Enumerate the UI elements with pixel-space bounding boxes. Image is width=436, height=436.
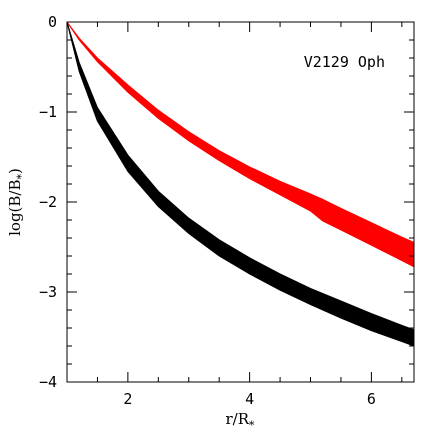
x-axis-label: r/R* <box>225 410 255 432</box>
y-axis-label: log(B/B*) <box>6 168 28 236</box>
y-tick-label: −3 <box>39 283 57 301</box>
tick-labels: 2 4 6 0 −1 −2 −3 −4 <box>39 13 376 408</box>
plot-frame <box>66 21 415 383</box>
x-tick-label: 2 <box>123 390 132 408</box>
y-tick-label: −4 <box>39 373 57 391</box>
x-tick-label: 6 <box>367 390 376 408</box>
x-axis-label-main: r/R <box>225 410 249 428</box>
y-axis-label-sub: * <box>15 173 28 179</box>
chart-annotation: V2129 Oph <box>304 53 385 71</box>
axis-ticks <box>67 22 414 382</box>
y-tick-label: −1 <box>39 103 57 121</box>
x-axis-label-sub: * <box>249 419 255 432</box>
y-tick-label: −2 <box>39 193 57 211</box>
y-axis-label-main: log(B/B <box>6 179 24 235</box>
y-axis-label-end: ) <box>6 168 24 174</box>
y-tick-label: 0 <box>48 13 57 31</box>
x-tick-label: 4 <box>245 390 254 408</box>
